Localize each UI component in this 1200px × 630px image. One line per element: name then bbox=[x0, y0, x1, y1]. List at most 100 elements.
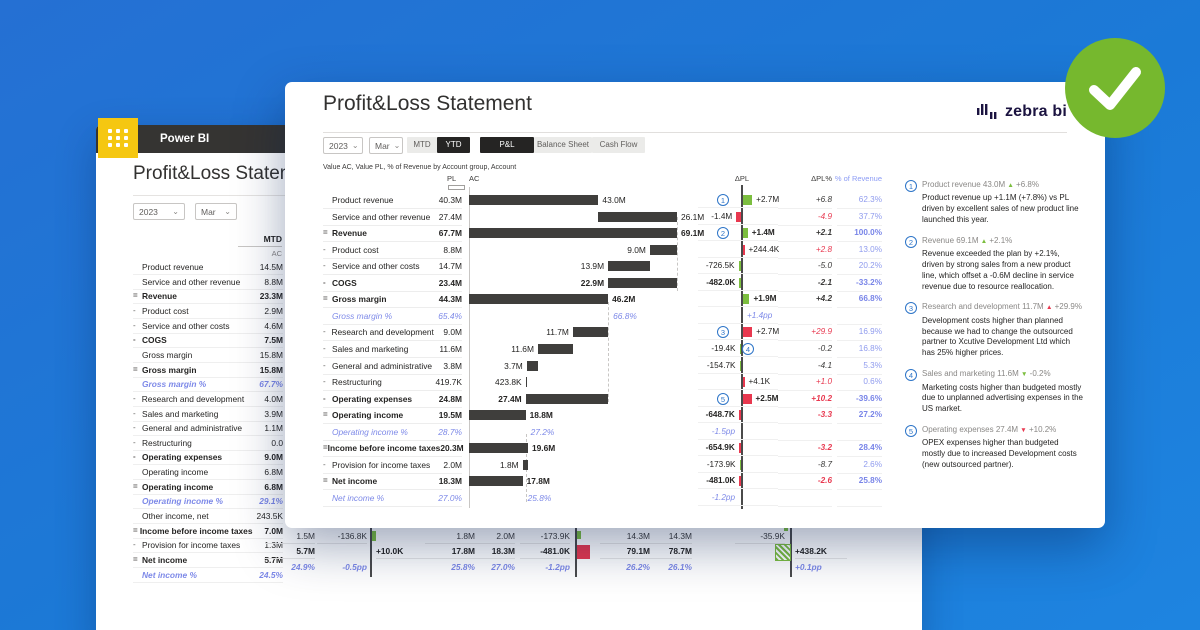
delta-value-label: -648.7K bbox=[705, 410, 735, 420]
row-divider bbox=[698, 488, 778, 490]
pl-row[interactable]: Operating income % 28.7% bbox=[323, 424, 462, 441]
row-prefix: - bbox=[133, 437, 136, 447]
back-pl-row[interactable]: Product revenue 14.5M bbox=[133, 260, 283, 275]
ac-pct-label: 27.2% bbox=[530, 426, 555, 437]
delta-bar bbox=[743, 294, 750, 305]
power-bi-label: Power BI bbox=[160, 133, 210, 145]
delta-pct-value: -3.3 bbox=[778, 407, 832, 425]
comment-marker-5[interactable]: 5 bbox=[717, 392, 729, 405]
back-pl-row[interactable]: Service and other revenue 8.8M bbox=[133, 275, 283, 290]
year-dropdown[interactable]: 2023 ⌄ bbox=[323, 137, 363, 154]
back-pl-row[interactable]: Operating income % 29.1% bbox=[133, 494, 283, 510]
row-prefix: - bbox=[133, 423, 136, 433]
delta-pct-value: -8.7 bbox=[778, 457, 832, 474]
row-pl-value: 67.7M bbox=[438, 228, 462, 239]
back-pl-row[interactable]: - Provision for income taxes 1.3M bbox=[133, 538, 283, 554]
back-year-dropdown[interactable]: 2023 ⌄ bbox=[133, 203, 185, 220]
pl-row[interactable]: - Sales and marketing 11.6M bbox=[323, 341, 462, 358]
back-pl-row[interactable]: = Net income 5.7M bbox=[133, 553, 283, 568]
row-value: 6.8M bbox=[264, 467, 283, 478]
pl-row[interactable]: - Service and other costs 14.7M bbox=[323, 258, 462, 276]
delta-pp-label: -1.5pp bbox=[711, 426, 735, 436]
row-label: Gross margin bbox=[142, 364, 197, 375]
back-pl-row[interactable]: - Product cost 2.9M bbox=[133, 304, 283, 319]
delta-pct-value bbox=[778, 308, 832, 325]
back-pl-row[interactable]: = Operating income 6.8M bbox=[133, 480, 283, 495]
tab-balance-sheet[interactable]: Balance Sheet bbox=[534, 137, 592, 153]
row-label: COGS bbox=[332, 277, 357, 288]
pl-row[interactable]: - Operating expenses 24.8M bbox=[323, 391, 462, 408]
back-pl-row[interactable]: Gross margin % 67.7% bbox=[133, 377, 283, 393]
row-label: Service and other revenue bbox=[142, 276, 241, 287]
waffle-menu-icon[interactable] bbox=[98, 118, 138, 158]
pl-row[interactable]: = Operating income 19.5M bbox=[323, 407, 462, 425]
delta-value-label: -482.0K bbox=[706, 277, 736, 287]
pl-row[interactable]: = Income before income taxes 20.3M bbox=[323, 440, 464, 458]
back-pl-row[interactable]: - General and administrative 1.1M bbox=[133, 421, 283, 437]
pl-row[interactable]: Service and other revenue 27.4M bbox=[323, 209, 462, 226]
ac-value-label: 19.6M bbox=[531, 443, 556, 454]
row-prefix: = bbox=[323, 294, 328, 304]
rev-pct-value: 13.0% bbox=[837, 242, 882, 259]
row-value: 7.0M bbox=[264, 525, 283, 536]
comment-marker-1[interactable]: 1 bbox=[717, 194, 729, 206]
delta-pct-value: +29.9 bbox=[778, 324, 832, 342]
back-pl-row[interactable]: = Revenue 23.3M bbox=[133, 289, 283, 305]
back-month-dropdown[interactable]: Mar ⌄ bbox=[195, 203, 237, 220]
pl-row[interactable]: = Net income 18.3M bbox=[323, 473, 462, 491]
strip-bar bbox=[372, 531, 376, 541]
pl-row[interactable]: Product revenue 40.3M bbox=[323, 192, 462, 209]
pl-row[interactable]: - Product cost 8.8M bbox=[323, 242, 462, 259]
back-pl-row[interactable]: - Operating expenses 9.0M bbox=[133, 450, 283, 466]
back-pl-row[interactable]: - Restructuring 0.0 bbox=[133, 436, 283, 451]
rev-pct-value: 16.8% bbox=[837, 341, 882, 358]
comment-marker-3[interactable]: 3 bbox=[717, 326, 729, 339]
pl-row[interactable]: = Revenue 67.7M bbox=[323, 225, 462, 243]
row-divider bbox=[698, 389, 778, 391]
tab-pl[interactable]: P&L bbox=[480, 137, 534, 153]
row-pl-value: 2.0M bbox=[443, 459, 462, 470]
visual-subtitle: Value AC, Value PL, % of Revenue by Acco… bbox=[323, 164, 517, 171]
comment-marker-4[interactable]: 4 bbox=[742, 342, 754, 355]
pl-row[interactable]: - Restructuring 419.7K bbox=[323, 374, 462, 392]
month-dropdown[interactable]: Mar ⌄ bbox=[369, 137, 403, 154]
back-pl-row[interactable]: Operating income 6.8M bbox=[133, 465, 283, 481]
ac-pct-label: 66.8% bbox=[613, 310, 637, 321]
back-pl-row[interactable]: = Income before income taxes 7.0M bbox=[133, 524, 283, 539]
pl-row[interactable]: - Research and development 9.0M bbox=[323, 324, 462, 342]
pl-row[interactable]: - Provision for income taxes 2.0M bbox=[323, 457, 462, 474]
comment-heading: Sales and marketing 11.6M ▼ -0.2% bbox=[922, 369, 1051, 379]
delta-value-label: +2.7M bbox=[756, 327, 780, 337]
chevron-down-icon: ⌄ bbox=[393, 141, 401, 150]
back-pl-row[interactable]: Gross margin 15.8M bbox=[133, 348, 283, 363]
row-label: Revenue bbox=[332, 228, 367, 239]
ac-value-label: 3.7M bbox=[504, 360, 523, 371]
row-prefix: - bbox=[133, 540, 136, 550]
pl-row[interactable]: - COGS 23.4M bbox=[323, 275, 462, 292]
strip-value: 78.7M bbox=[642, 545, 692, 559]
back-pl-row[interactable]: - Research and development 4.0M bbox=[133, 392, 283, 407]
mtd-button[interactable]: MTD bbox=[407, 137, 437, 153]
pl-row[interactable]: Net income % 27.0% bbox=[323, 490, 462, 507]
pl-row[interactable]: = Gross margin 44.3M bbox=[323, 291, 462, 309]
comment-number: 1 bbox=[905, 180, 917, 192]
row-prefix: - bbox=[323, 360, 326, 370]
row-divider bbox=[698, 422, 778, 424]
col-header-delta-pct: ΔPL% bbox=[811, 174, 832, 183]
comment-heading: Product revenue 43.0M ▲ +6.8% bbox=[922, 180, 1039, 189]
back-pl-row[interactable]: = Gross margin 15.8M bbox=[133, 363, 283, 378]
comment-2: 2 Revenue 69.1M ▲ +2.1% Revenue exceeded t… bbox=[905, 235, 1083, 293]
pl-row[interactable]: Gross margin % 65.4% bbox=[323, 308, 462, 325]
back-pl-row[interactable]: - Service and other costs 4.6M bbox=[133, 319, 283, 334]
back-pl-row[interactable]: Net income % 24.5% bbox=[133, 568, 283, 583]
comment-marker-2[interactable]: 2 bbox=[717, 227, 729, 240]
back-pl-row[interactable]: - COGS 7.5M bbox=[133, 333, 283, 349]
back-pl-row[interactable]: Other income, net 243.5K bbox=[133, 509, 283, 525]
row-prefix: = bbox=[133, 364, 138, 374]
ac-bar bbox=[469, 476, 523, 487]
pl-row[interactable]: - General and administrative 3.8M bbox=[323, 358, 462, 375]
ytd-button[interactable]: YTD bbox=[437, 137, 470, 153]
tab-cash-flow[interactable]: Cash Flow bbox=[592, 137, 645, 153]
back-pl-row[interactable]: - Sales and marketing 3.9M bbox=[133, 407, 283, 422]
row-pl-value: 24.8M bbox=[438, 393, 462, 404]
